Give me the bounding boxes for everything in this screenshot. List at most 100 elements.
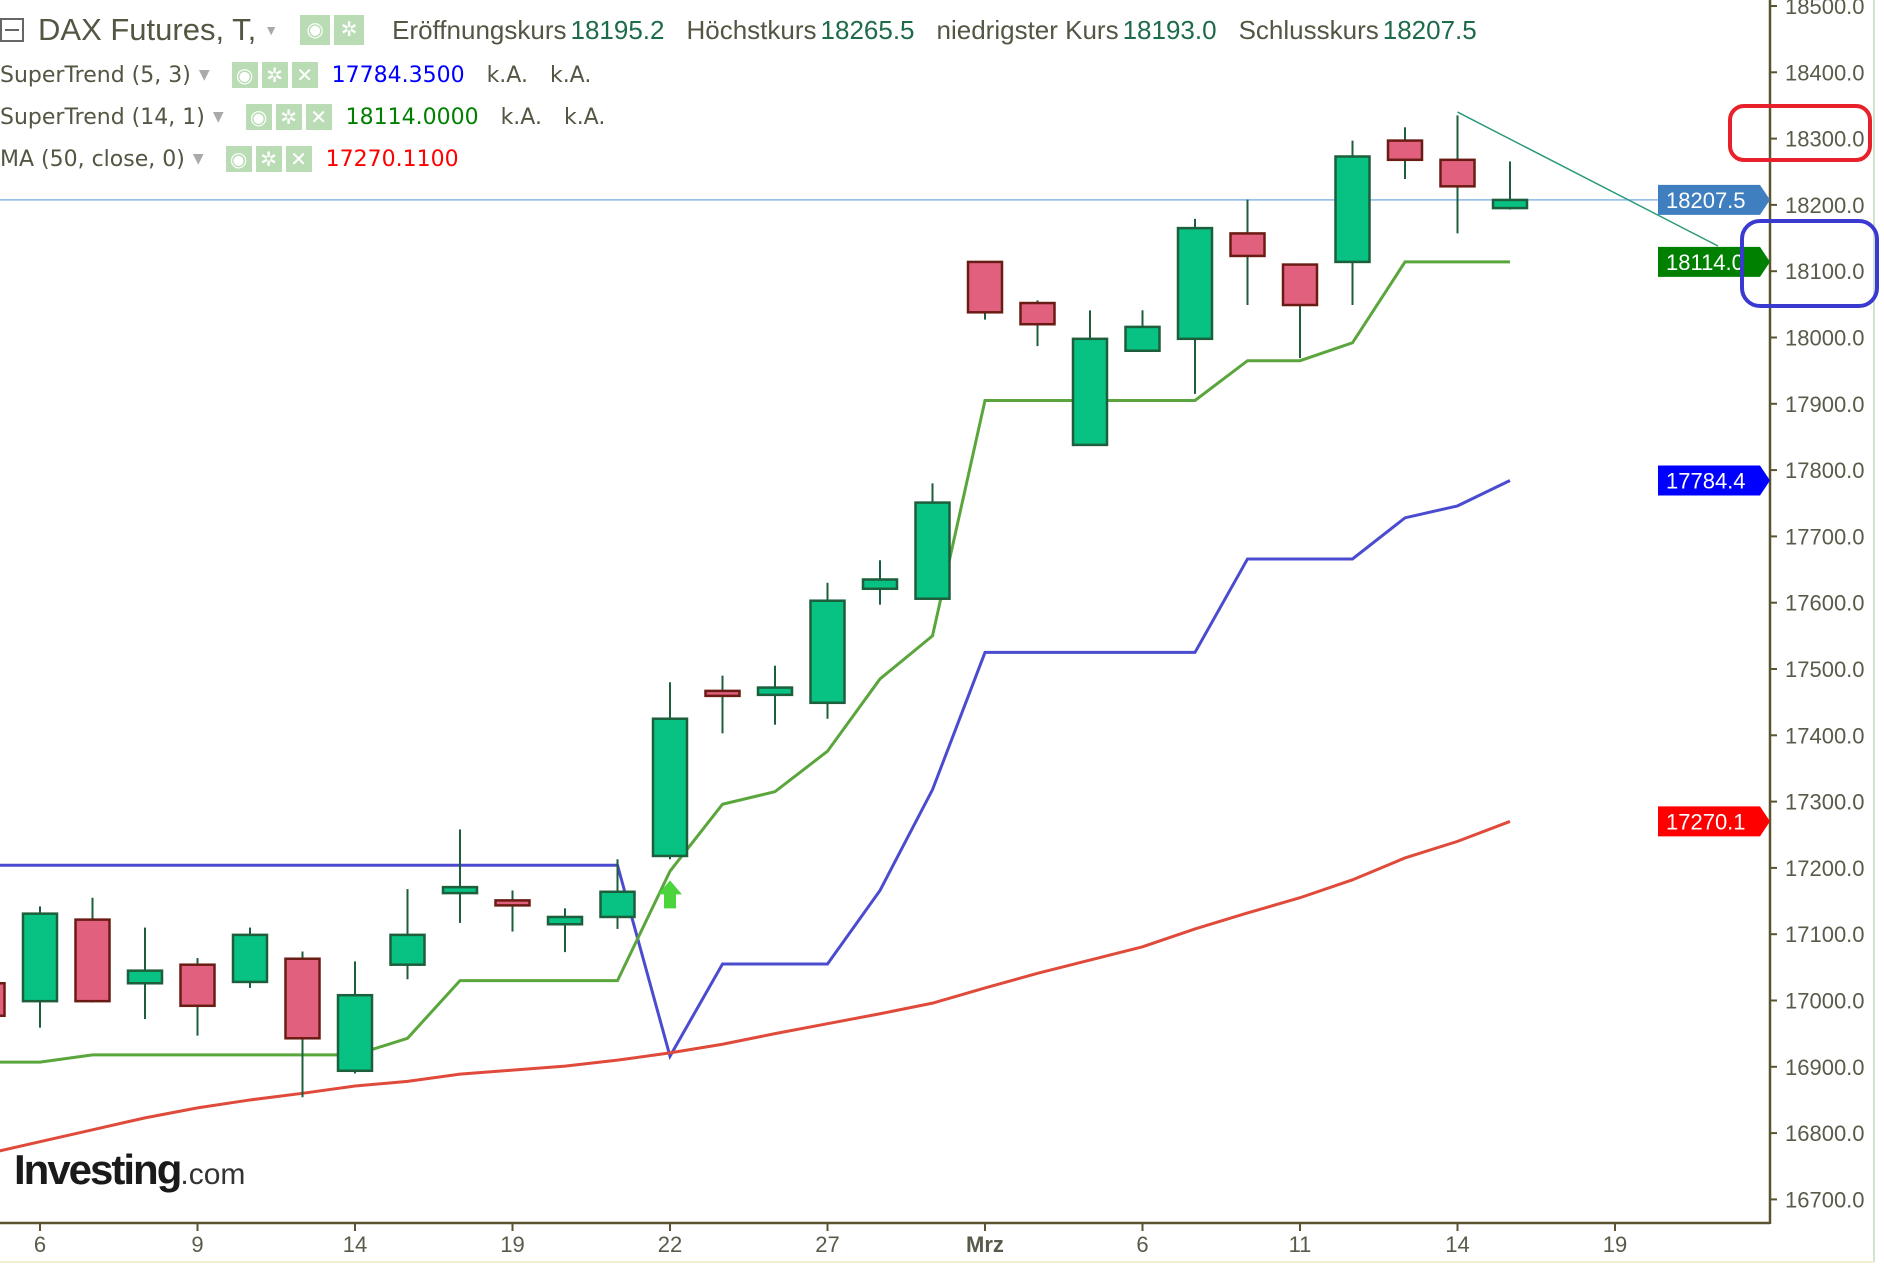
candle-body (441, 885, 479, 895)
candle-body (914, 501, 951, 600)
candle-body (861, 578, 899, 591)
low-label: niedrigster Kurs (936, 14, 1119, 45)
price-badge: 17784.4 (1658, 465, 1770, 496)
x-tick-label: 27 (815, 1232, 839, 1257)
candle-body (336, 993, 374, 1073)
price-badge-bg (1658, 806, 1770, 837)
y-tick-label: 16900.0 (1785, 1055, 1865, 1080)
candle-body (284, 957, 321, 1040)
candle-down (284, 951, 321, 1098)
close-value: 18207.5 (1382, 14, 1477, 45)
candle-body (546, 915, 584, 926)
indicator-value: 17270.1100 (325, 146, 459, 172)
candle-up (441, 829, 479, 923)
indicator-extra: k.A. (500, 104, 542, 130)
close-icon[interactable]: ✕ (291, 62, 318, 88)
candle-up (126, 927, 164, 1020)
low-value: 18193.0 (1122, 14, 1217, 45)
indicator-extra: k.A. (549, 62, 592, 88)
gear-icon[interactable]: ✲ (261, 62, 288, 88)
price-badge-bg (1658, 465, 1770, 496)
price-badge: 18114.0 (1658, 246, 1770, 277)
candle-down (74, 897, 111, 1003)
x-tick-label: 6 (34, 1232, 46, 1257)
indicator-row-supertrend-5-3: SuperTrend (5, 3) ▼ ◉ ✲ ✕ 17784.3500 k.A… (0, 62, 613, 88)
candle-body (966, 260, 1004, 314)
candle-down (704, 675, 741, 734)
candle-up (1491, 161, 1529, 210)
y-tick-label: 18000.0 (1785, 326, 1865, 351)
candle-body (1334, 155, 1371, 264)
gear-icon[interactable]: ✲ (255, 146, 282, 172)
eye-icon[interactable]: ◉ (245, 104, 272, 130)
candle-up (809, 582, 846, 719)
close-label: Schlusskurs (1238, 14, 1379, 45)
chevron-down-icon[interactable]: ▼ (198, 67, 210, 83)
candle-down (1019, 300, 1056, 347)
candle-body (1281, 263, 1319, 307)
y-tick-label: 18500.0 (1785, 0, 1865, 19)
candle-up (599, 859, 636, 929)
price-badge-bg (1658, 184, 1770, 215)
plot-area (0, 115, 1770, 1153)
x-tick-label: 11 (1289, 1232, 1312, 1257)
candle-body (179, 963, 216, 1008)
candle-down (966, 260, 1004, 320)
close-icon[interactable]: ✕ (305, 104, 332, 130)
x-tick-label: 19 (500, 1232, 524, 1257)
candle-body (126, 969, 164, 985)
eye-icon[interactable]: ◉ (231, 62, 258, 88)
up-arrow-icon (658, 880, 682, 909)
close-icon[interactable]: ✕ (285, 146, 312, 172)
trend-line (1457, 111, 1719, 247)
y-tick-label: 17500.0 (1785, 657, 1865, 682)
candle-down (494, 890, 531, 932)
price-badge-label: 17270.1 (1666, 809, 1746, 834)
indicator-value: 18114.0000 (345, 104, 479, 130)
y-tick-label: 18300.0 (1785, 127, 1865, 152)
gear-icon[interactable]: ✲ (334, 15, 365, 45)
candle-body (1019, 301, 1056, 326)
eye-icon[interactable]: ◉ (300, 15, 331, 45)
candle-down (1281, 263, 1319, 359)
open-label: Eröffnungskurs (392, 14, 567, 45)
x-tick-label: 19 (1603, 1232, 1627, 1257)
indicator-name[interactable]: SuperTrend (5, 3) (0, 62, 191, 88)
open-value: 18195.2 (570, 14, 665, 45)
y-tick-label: 17900.0 (1785, 392, 1865, 417)
candle-up (336, 961, 374, 1074)
candle-body (389, 933, 426, 966)
candle-body (1229, 232, 1266, 258)
chevron-down-icon[interactable]: ▼ (264, 22, 279, 38)
price-badge: 18207.5 (1658, 184, 1770, 215)
candle-up (1334, 140, 1371, 306)
candle-up (1124, 310, 1161, 353)
gear-icon[interactable]: ✲ (275, 104, 302, 130)
indicator-row-supertrend-14-1: SuperTrend (14, 1) ▼ ◉ ✲ ✕ 18114.0000 k.… (0, 104, 627, 130)
y-tick-label: 17600.0 (1785, 591, 1865, 616)
candle-body (599, 890, 636, 919)
indicator-name[interactable]: SuperTrend (14, 1) (0, 104, 205, 130)
x-tick-label: 9 (191, 1232, 203, 1257)
symbol-title[interactable]: DAX Futures, T, (38, 12, 257, 47)
indicator-name[interactable]: MA (50, close, 0) (0, 146, 185, 172)
candle-body (809, 599, 846, 705)
x-tick-label: Mrz (966, 1232, 1004, 1257)
collapse-icon[interactable] (0, 18, 24, 42)
chevron-down-icon[interactable]: ▼ (212, 109, 224, 125)
candle-up (914, 483, 951, 600)
candle-body (1491, 198, 1529, 210)
candle-body (74, 918, 111, 1003)
price-badge-label: 18207.5 (1666, 188, 1746, 213)
candle-up (1176, 218, 1214, 394)
candle-body (1176, 226, 1214, 341)
highlight-box-blue (1740, 219, 1879, 308)
investing-logo: Investing.com (14, 1146, 245, 1194)
price-badge-label: 18114.0 (1666, 250, 1744, 275)
candle-down (179, 958, 216, 1036)
eye-icon[interactable]: ◉ (225, 146, 252, 172)
price-badge-label: 17784.4 (1666, 468, 1746, 493)
chevron-down-icon[interactable]: ▼ (192, 151, 204, 167)
candle-up (546, 908, 584, 953)
candle-up (651, 682, 689, 860)
